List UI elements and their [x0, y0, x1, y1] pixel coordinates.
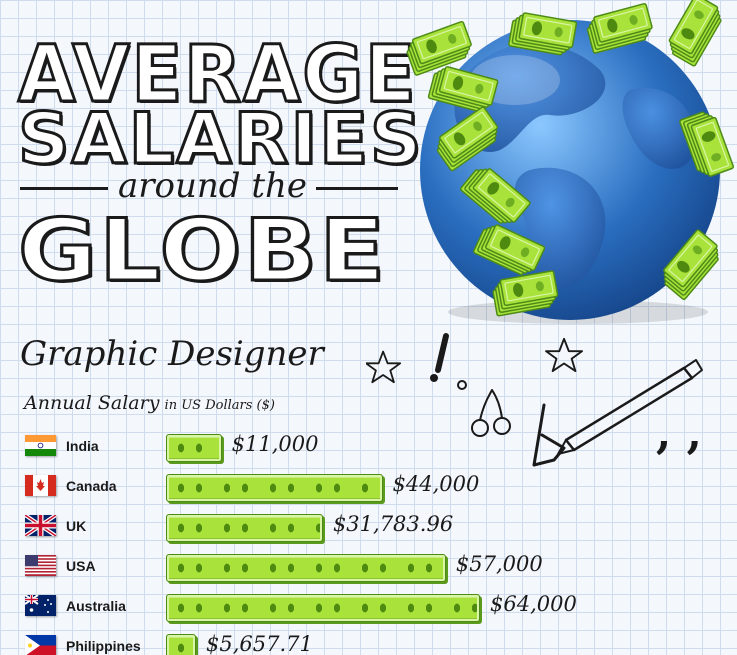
flag-canada-icon — [25, 475, 56, 496]
country-label-india: India — [66, 438, 99, 454]
country-label-uk: UK — [66, 518, 87, 534]
salary-bar-canada — [166, 474, 383, 502]
doodles-decoration: , , — [366, 333, 703, 467]
exclamation-icon — [435, 333, 449, 373]
flag-usa-icon — [25, 555, 56, 576]
country-label-australia: Australia — [66, 598, 126, 614]
annual-salary-label: Annual Salary — [24, 392, 160, 414]
job-title: Graphic Designer — [20, 334, 324, 374]
country-label-usa: USA — [66, 558, 96, 574]
flag-australia-icon — [25, 595, 56, 616]
globe-icon — [380, 0, 737, 324]
salary-value-india: $11,000 — [231, 432, 319, 456]
salary-bar-australia — [166, 594, 480, 622]
salary-value-usa: $57,000 — [455, 552, 543, 576]
chart-axis-label: Annual Salary in US Dollars ($) — [24, 392, 275, 414]
star-icon — [545, 337, 584, 373]
salary-value-uk: $31,783.96 — [332, 512, 454, 536]
title-around-the: around the — [118, 166, 308, 206]
salary-bar-philippines — [166, 634, 196, 655]
salary-value-canada: $44,000 — [392, 472, 480, 496]
country-label-canada: Canada — [66, 478, 117, 494]
salary-value-philippines: $5,657.71 — [206, 632, 313, 655]
flag-india-icon — [25, 435, 56, 456]
title-rule-left — [20, 187, 108, 190]
svg-text:, ,: , , — [656, 408, 702, 459]
title-salaries: SALARIES — [16, 98, 424, 180]
title-average: AVERAGE — [17, 30, 418, 120]
pen-icon — [532, 403, 566, 467]
title-around-the-row: around the — [20, 166, 400, 210]
currency-note: in US Dollars ($) — [164, 398, 275, 413]
salary-bar-uk — [166, 514, 323, 542]
flag-uk-icon — [25, 515, 56, 536]
star-icon — [366, 350, 402, 384]
title-globe: GLOBE — [16, 201, 388, 301]
salary-bar-india — [166, 434, 222, 462]
title-rule-right — [316, 187, 398, 190]
flag-philippines-icon — [25, 635, 56, 655]
salary-value-australia: $64,000 — [490, 592, 577, 616]
cherries-icon — [471, 419, 489, 437]
country-label-philippines: Philippines — [66, 638, 141, 654]
salary-bar-usa — [166, 554, 446, 582]
